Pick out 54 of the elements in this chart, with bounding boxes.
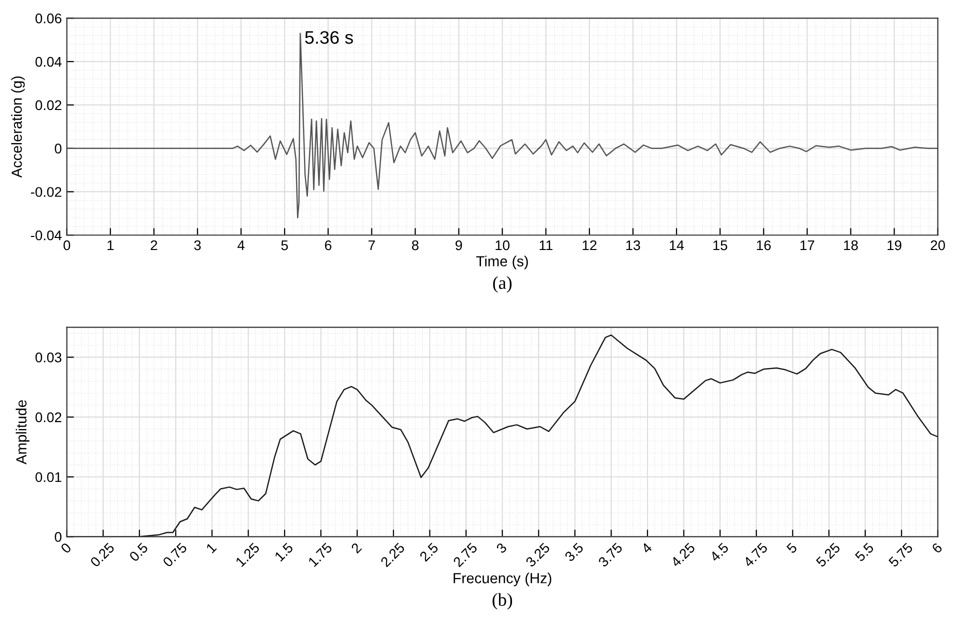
- x-tick-label: 8: [412, 240, 418, 250]
- x-tick-label: 19: [888, 240, 902, 250]
- x-tick-label: 5.25: [815, 542, 841, 568]
- y-tick-label: -0.02: [30, 187, 62, 197]
- x-tick-label: 4: [238, 240, 244, 250]
- x-tick-label: 15: [713, 240, 728, 250]
- y-tick-label: 0.06: [36, 14, 62, 24]
- y-tick-label: 0.04: [36, 56, 62, 67]
- x-tick-label: 6: [931, 542, 943, 554]
- x-tick-label: 5: [786, 542, 798, 554]
- x-tick-label: 2: [350, 542, 362, 554]
- x-tick-label: 17: [800, 240, 814, 250]
- y-tick-label: 0.01: [36, 472, 62, 482]
- x-tick-label: 13: [626, 240, 640, 250]
- x-tick-label: 4: [640, 542, 652, 554]
- x-tick-label: 1.5: [274, 542, 294, 562]
- x-tick-label: 4.25: [670, 542, 696, 568]
- x-tick-label: 3: [194, 240, 201, 250]
- x-tick-label: 0: [64, 240, 70, 250]
- y-tick-label: 0: [54, 532, 62, 542]
- x-tick-label: 6: [324, 240, 332, 250]
- x-tick-label: 0.5: [128, 542, 148, 562]
- y-tick-label: -0.04: [30, 230, 62, 240]
- annotation: 5.36 s: [305, 31, 353, 44]
- x-tick-label: 18: [844, 240, 858, 250]
- y-tick-label: 0.03: [36, 352, 62, 362]
- x-tick-label: 3.5: [564, 542, 584, 562]
- x-tick-label: 10: [496, 240, 510, 250]
- x-tick-label: 20: [930, 240, 945, 250]
- y-tick-label: 0.02: [36, 412, 62, 422]
- x-tick-label: 11: [540, 240, 552, 250]
- x-tick-label: 9: [456, 240, 462, 250]
- x-axis-title: Time (s): [476, 256, 528, 270]
- x-tick-label: 14: [670, 240, 684, 250]
- x-tick-label: 4.75: [742, 542, 768, 568]
- x-tick-label: 7: [368, 240, 375, 250]
- x-tick-label: 12: [582, 240, 596, 250]
- text: (b): [492, 593, 512, 610]
- x-tick-label: 1: [108, 240, 114, 250]
- y-axis-title: Amplitude: [16, 400, 30, 464]
- y-axis-title: Acceleration (g): [11, 76, 25, 178]
- x-tick-label: 2: [150, 240, 158, 250]
- x-tick-label: 1: [206, 542, 217, 554]
- x-tick-label: 5: [281, 240, 288, 250]
- x-tick-label: 5.5: [854, 542, 874, 562]
- text: (a): [493, 276, 512, 293]
- x-tick-label: 3: [496, 542, 508, 554]
- x-tick-label: 4.5: [709, 542, 730, 562]
- x-tick-label: 16: [756, 240, 771, 250]
- x-axis-title: Frecuency (Hz): [454, 572, 552, 586]
- y-tick-label: 0: [54, 144, 62, 154]
- line-series: [66, 32, 938, 218]
- x-tick-label: 2.5: [419, 542, 439, 562]
- y-tick-label: 0.02: [36, 100, 62, 110]
